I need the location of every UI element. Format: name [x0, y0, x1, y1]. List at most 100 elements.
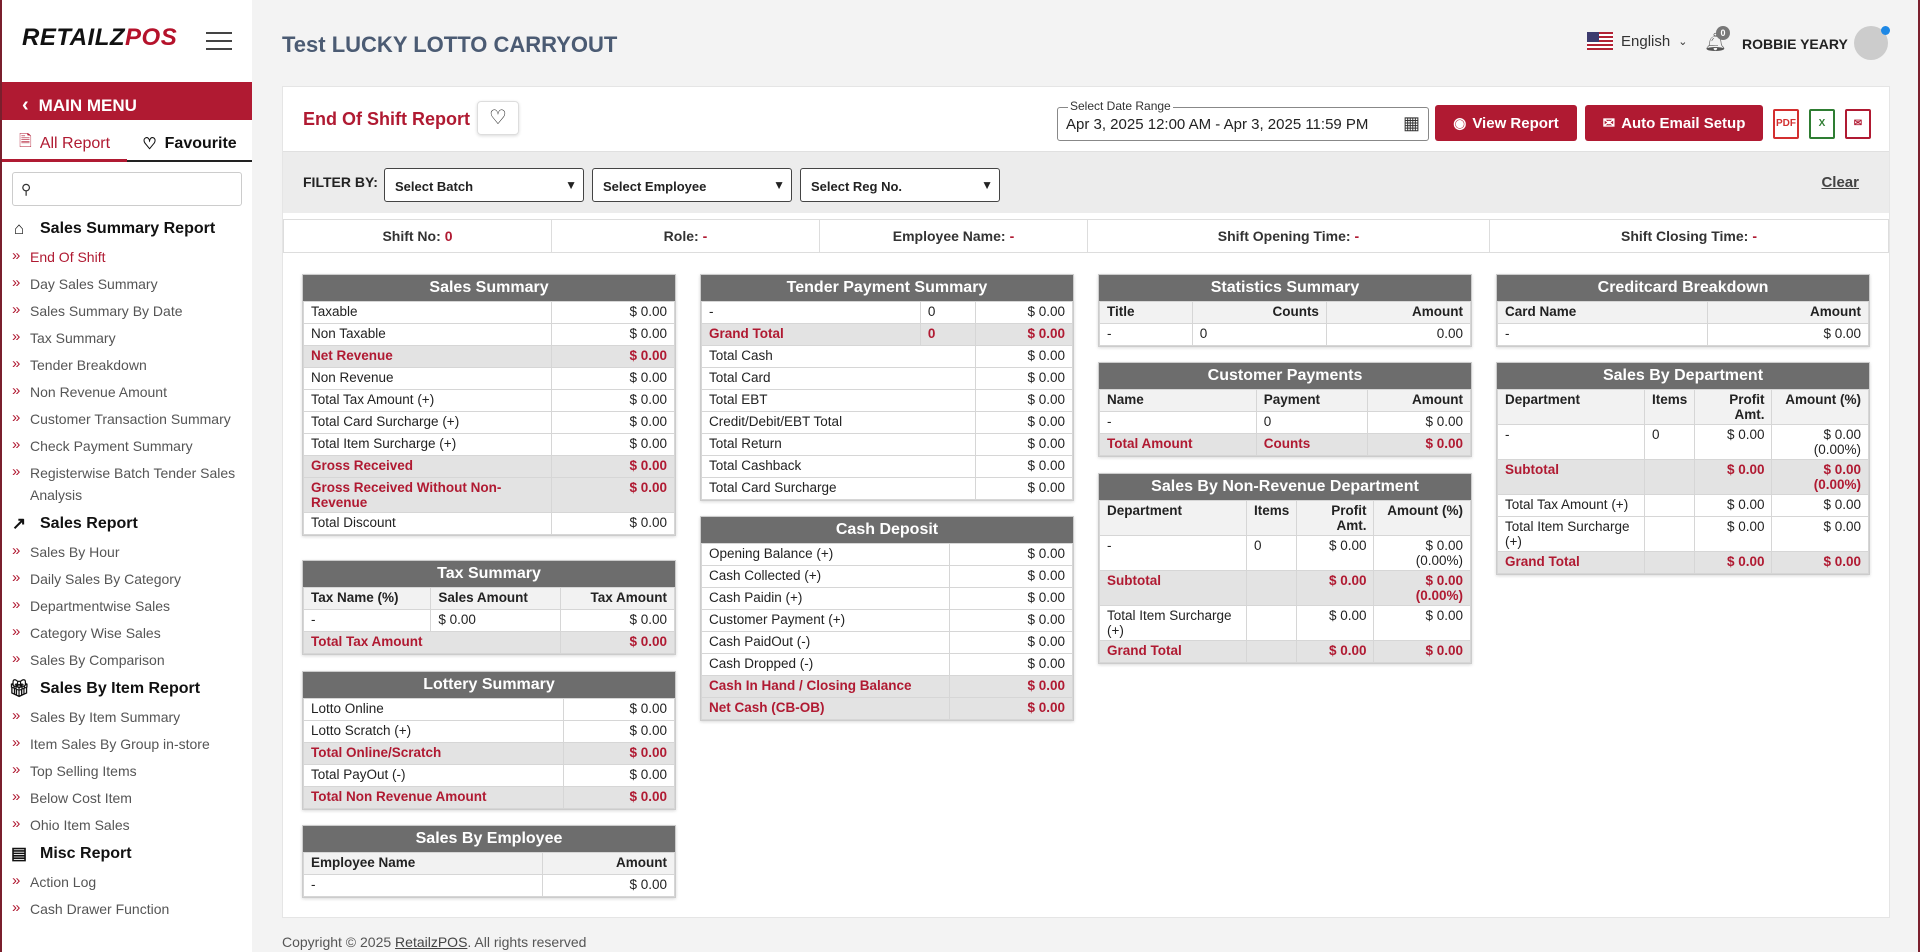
sales-summary-card: Sales Summary Taxable $ 0.00 Non Taxable $ 0… — [302, 274, 676, 536]
language-selector[interactable]: English ⌄ — [1587, 32, 1687, 50]
sidebar-item[interactable]: Day Sales Summary — [2, 271, 252, 298]
card-title: Customer Payments — [1099, 363, 1471, 389]
calendar-icon[interactable]: ▦ — [1402, 113, 1420, 133]
sidebar-item[interactable]: Tender Breakdown — [2, 352, 252, 379]
tender-payment-summary-card: Tender Payment Summary -0 $ 0.00 Grand Tota… — [700, 274, 1074, 501]
table-row: Gross Received $ 0.00 — [303, 455, 675, 478]
avatar[interactable] — [1854, 26, 1890, 60]
view-report-button[interactable]: ◉ View Report — [1435, 105, 1577, 141]
sidebar-item[interactable]: Daily Sales By Category — [2, 566, 252, 593]
card-title: Sales By Non-Revenue Department — [1099, 474, 1471, 500]
sidebar-item[interactable]: Departmentwise Sales — [2, 593, 252, 620]
sidebar-item[interactable]: Registerwise Batch Tender Sales Analysis — [2, 460, 252, 509]
select-employee-dropdown[interactable]: Select Employee — [592, 168, 792, 202]
tax-summary-card: Tax Summary Tax Name (%) Sales Amount Tax A… — [302, 560, 676, 655]
document-icon: 🗎 — [18, 133, 32, 150]
table-row: -0 0.00 — [1099, 323, 1472, 346]
gift-icon: 🎁︎ — [8, 679, 30, 698]
sidebar-item[interactable]: End Of Shift — [2, 244, 252, 271]
table-row: Grand Total 0 $ 0.00 — [701, 323, 1074, 346]
sidebar-section-title: Sales By Item Report — [40, 680, 201, 697]
date-range-picker[interactable]: Select Date Range Apr 3, 2025 12:00 AM -… — [1057, 99, 1429, 141]
sidebar-item[interactable]: Cash Drawer Function — [2, 896, 252, 923]
table-row: Total PayOut (-) $ 0.00 — [303, 764, 675, 787]
tab-favourite[interactable]: ♡ Favourite — [127, 128, 252, 160]
favourite-heart-button[interactable]: ♡ — [477, 101, 519, 135]
store-name: Test LUCKY LOTTO CARRYOUT — [282, 32, 618, 57]
notification-bell-icon[interactable]: 🔔︎ 0 — [1704, 26, 1730, 53]
statistics-summary-card: Statistics Summary Title Counts Amount -0 0.0… — [1098, 274, 1472, 347]
table-header: Employee Name Amount — [303, 852, 676, 875]
search-input[interactable] — [49, 175, 237, 203]
sidebar-item[interactable]: Action Log — [2, 869, 252, 896]
user-name[interactable]: ROBBIE YEARY — [1742, 36, 1848, 52]
view-report-label: View Report — [1472, 114, 1559, 132]
sidebar-section[interactable]: ⌂ Sales Summary Report — [2, 214, 252, 244]
report-nav: ⌂ Sales Summary Report End Of ShiftDay Sal… — [2, 214, 252, 926]
shift-info-bar: Shift No: 0 Role: - Employee Name: - Shift … — [283, 219, 1889, 253]
sidebar-section[interactable]: ↗ Sales Report — [2, 509, 252, 539]
line-chart-icon: ↗ — [11, 514, 27, 533]
sidebar-item[interactable]: Check Payment Summary — [2, 433, 252, 460]
pdf-export-icon[interactable]: PDF — [1773, 109, 1799, 139]
chevron-down-icon: ⌄ — [1678, 35, 1688, 48]
card-title: Sales By Department — [1497, 363, 1869, 389]
table-row: Subtotal $ 0.00 $ 0.00 (0.00%) — [1497, 459, 1869, 495]
clear-button[interactable]: Clear — [1821, 174, 1859, 191]
table-row: Total Tax Amount (+) $ 0.00 — [303, 389, 675, 412]
sidebar-section-title: Sales Report — [40, 515, 138, 532]
sidebar-item[interactable]: Non Revenue Amount — [2, 379, 252, 406]
tab-favourite-label: Favourite — [164, 135, 237, 152]
select-reg-dropdown[interactable]: Select Reg No. — [800, 168, 1000, 202]
table-row: Net Revenue $ 0.00 — [303, 345, 675, 368]
employee-name: Employee Name: - — [820, 220, 1088, 252]
excel-export-icon[interactable]: X — [1809, 109, 1835, 139]
report-tabs: 🗎 All Report ♡ Favourite — [2, 128, 252, 162]
email-report-icon[interactable]: ✉ — [1845, 109, 1871, 139]
sidebar-item[interactable]: Sales By Hour — [2, 539, 252, 566]
creditcard-breakdown-card: Creditcard Breakdown Card Name Amount - $ 0.… — [1496, 274, 1870, 347]
table-row: -0 $ 0.00 — [701, 301, 1074, 324]
retailzpos-link[interactable]: RetailzPOS — [395, 934, 468, 950]
eye-icon: ◉ — [1453, 115, 1467, 132]
sidebar-item[interactable]: Ohio Item Sales — [2, 812, 252, 839]
sidebar-item[interactable]: Item Sales By Group in-store — [2, 731, 252, 758]
sidebar-section-title: Misc Report — [40, 845, 132, 862]
sidebar-item[interactable]: Below Cost Item — [2, 785, 252, 812]
heart-icon: ♡ — [142, 136, 157, 153]
hamburger-menu-icon[interactable] — [206, 32, 232, 56]
table-row: Cash In Hand / Closing Balance $ 0.00 — [701, 675, 1073, 698]
table-row: Gross Received Without Non-Revenue $ 0.00 — [303, 477, 675, 513]
report-chart-icon: ▤ — [10, 844, 28, 863]
sidebar-item[interactable]: Tax Summary — [2, 325, 252, 352]
notification-count-badge: 0 — [1716, 26, 1730, 40]
sidebar-item[interactable]: Top Selling Items — [2, 758, 252, 785]
sales-by-employee-card: Sales By Employee Employee Name Amount - $ 0… — [302, 825, 676, 898]
card-title: Cash Deposit — [701, 517, 1073, 543]
auto-email-setup-button[interactable]: ✉ Auto Email Setup — [1585, 105, 1763, 141]
sidebar-item[interactable]: Sales Summary By Date — [2, 298, 252, 325]
table-row: Total Amount Counts $ 0.00 — [1099, 433, 1471, 456]
sidebar-item[interactable]: Customer Transaction Summary — [2, 406, 252, 433]
table-row: Total Card Surcharge (+) $ 0.00 — [303, 411, 675, 434]
sidebar-item[interactable]: Sales By Comparison — [2, 647, 252, 674]
card-title: Tax Summary — [303, 561, 675, 587]
table-row: Credit/Debit/EBT Total $ 0.00 — [701, 411, 1074, 434]
table-row: Total Non Revenue Amount $ 0.00 — [303, 786, 675, 809]
card-title: Sales By Employee — [303, 826, 675, 852]
building-chart-icon: ⌂ — [13, 219, 25, 238]
sidebar-section[interactable]: 🎁︎ Sales By Item Report — [2, 674, 252, 704]
sidebar: RETAILZPOS ‹ MAIN MENU 🗎 All Report ♡ Favo… — [2, 0, 252, 952]
table-row: Taxable $ 0.00 — [303, 301, 675, 324]
sidebar-section[interactable]: ▤ Misc Report — [2, 839, 252, 869]
sidebar-item[interactable]: Category Wise Sales — [2, 620, 252, 647]
sidebar-item[interactable]: Sales By Item Summary — [2, 704, 252, 731]
tab-all-report[interactable]: 🗎 All Report — [2, 128, 127, 162]
customer-payments-card: Customer Payments Name Payment Amount -0 $ 0.… — [1098, 362, 1472, 457]
filter-by-label: FILTER BY: — [303, 174, 378, 190]
select-batch-dropdown[interactable]: Select Batch — [384, 168, 584, 202]
main-menu-button[interactable]: ‹ MAIN MENU — [2, 82, 252, 120]
date-range-value: Apr 3, 2025 12:00 AM - Apr 3, 2025 11:59… — [1066, 116, 1369, 133]
table-row: Grand Total $ 0.00 $ 0.00 — [1099, 640, 1471, 663]
retailzpos-logo[interactable]: RETAILZPOS — [22, 24, 178, 51]
